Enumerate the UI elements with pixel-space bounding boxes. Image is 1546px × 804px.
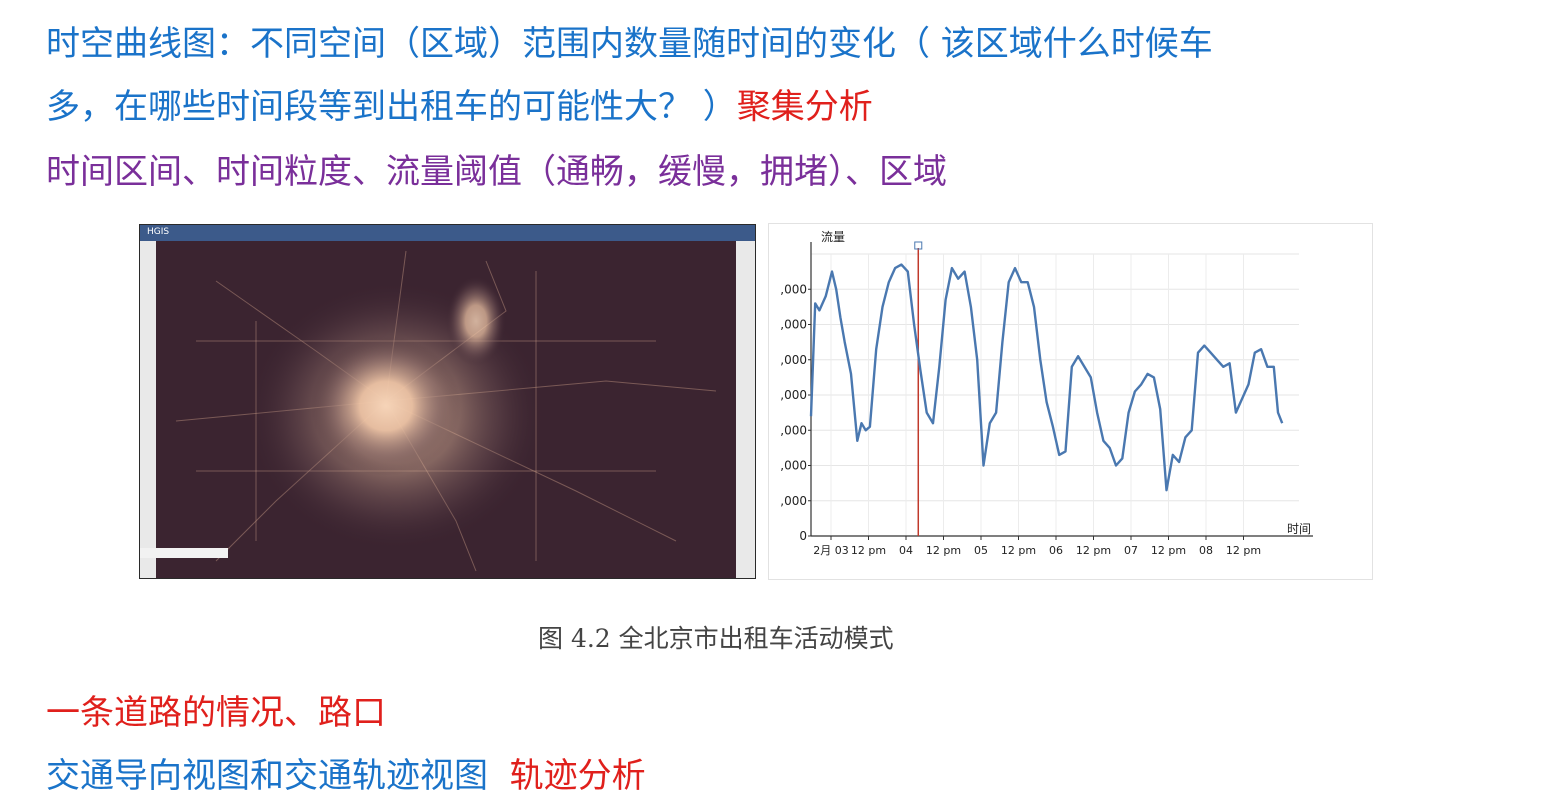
y-tick-label: ,000 <box>780 494 807 508</box>
line-2-red-text: 聚集分析 <box>736 87 873 127</box>
heading-line-3: 时间区间、时间粒度、流量阈值（通畅，缓慢，拥堵）、区域 <box>46 152 947 192</box>
y-tick-label: 0 <box>799 529 807 543</box>
map-right-toolbar <box>736 241 755 578</box>
heading-line-1: 时空曲线图：不同空间（区域）范围内数量随时间的变化（ 该区域什么时候车 <box>46 24 1213 64</box>
line-2-blue-text: 多，在哪些时间段等到出租车的可能性大？ ） <box>46 87 737 127</box>
series-line <box>809 263 1284 492</box>
map-logo: HGIS <box>147 227 170 237</box>
line-5-blue-text: 交通导向视图和交通轨迹视图 <box>46 756 488 796</box>
heading-line-5: 交通导向视图和交通轨迹视图 轨迹分析 <box>46 756 646 796</box>
x-tick-label: 12 pm <box>1151 544 1186 557</box>
time-marker-handle[interactable] <box>914 241 923 250</box>
y-tick-label: ,000 <box>780 388 807 402</box>
heading-line-2: 多，在哪些时间段等到出租车的可能性大？ ）聚集分析 <box>46 87 873 127</box>
y-tick-label: ,000 <box>780 318 807 332</box>
y-tick-label: ,000 <box>780 459 807 473</box>
flow-chart: ,000,000,000,000,000,000,000 0 2月 03 12 pm… <box>768 223 1373 580</box>
x-tick-label: 2月 03 <box>813 544 849 557</box>
y-tick-label: ,000 <box>780 423 807 437</box>
map-screenshot: HGIS <box>139 224 756 579</box>
x-axis-label: 时间 <box>1287 522 1311 536</box>
x-tick-label: 12 pm <box>1226 544 1261 557</box>
y-tick-label: ,000 <box>780 353 807 367</box>
y-tick-label: ,000 <box>780 282 807 296</box>
map-density-view <box>156 241 736 578</box>
y-axis-label: 流量 <box>821 230 845 244</box>
x-tick-label: 12 pm <box>1076 544 1111 557</box>
x-tick-label: 04 <box>899 544 913 557</box>
heading-line-4: 一条道路的情况、路口 <box>46 693 386 733</box>
map-scale-bar <box>140 548 228 558</box>
x-tick-label: 12 pm <box>1001 544 1036 557</box>
map-toolbar: HGIS <box>140 225 755 241</box>
x-tick-label: 06 <box>1049 544 1063 557</box>
x-tick-label: 12 pm <box>926 544 961 557</box>
line-5-red-text: 轨迹分析 <box>509 756 646 796</box>
map-left-controls <box>140 241 156 578</box>
x-tick-label: 05 <box>974 544 988 557</box>
figure-caption: 图 4.2 全北京市出租车活动模式 <box>538 624 894 653</box>
x-tick-label: 07 <box>1124 544 1138 557</box>
x-tick-label: 08 <box>1199 544 1213 557</box>
x-tick-label: 12 pm <box>851 544 886 557</box>
